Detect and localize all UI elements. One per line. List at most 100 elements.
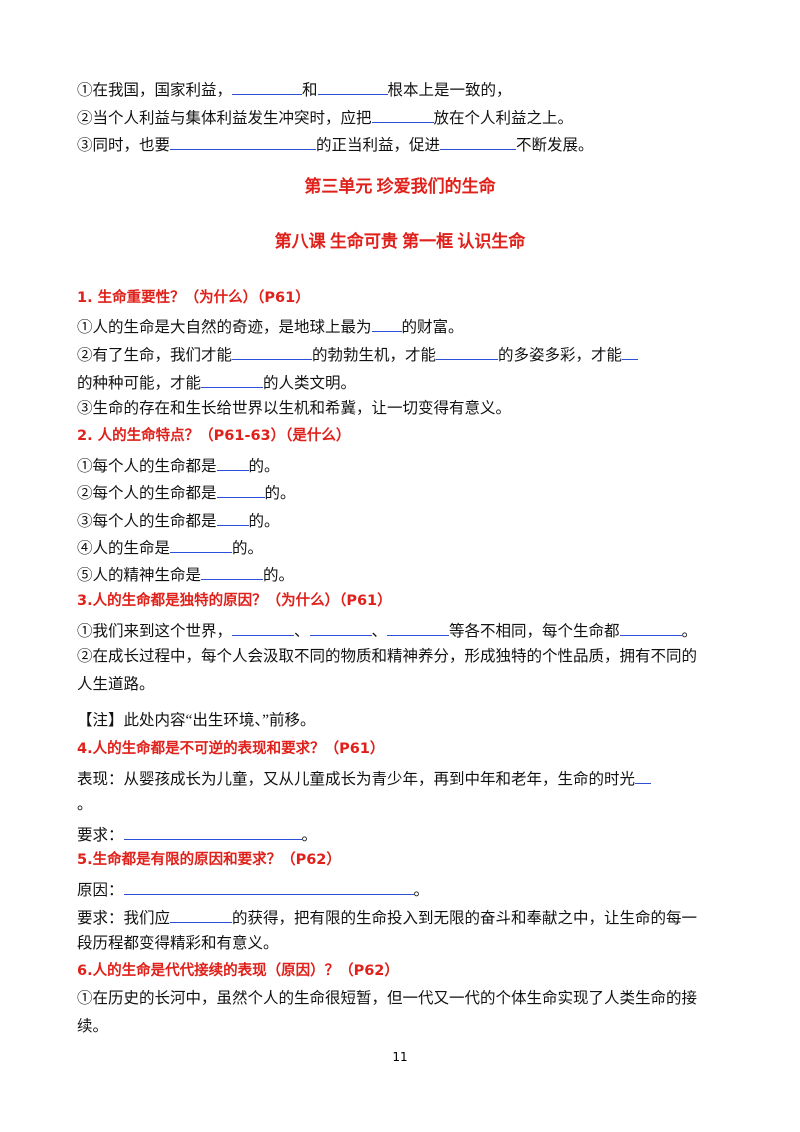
- text-segment: 要求：: [77, 827, 124, 844]
- text-segment: 【注】此处内容“出生环境、”前移。: [77, 712, 316, 729]
- text-segment: 、: [371, 623, 388, 640]
- text-segment: ②有了生命，我们才能: [77, 347, 233, 364]
- text-segment: 的。: [232, 540, 264, 557]
- text-segment: 不断发展。: [516, 137, 594, 154]
- text-segment: 2. 人的生命特点？（P61-63）（是什么）: [77, 428, 351, 444]
- text-segment: 根本上是一致的，: [387, 82, 512, 99]
- fill-blank: [232, 78, 303, 95]
- text-line: ①人的生命是大自然的奇迹，是地球上最为 的财富。: [77, 315, 464, 338]
- text-line: ③每个人的生命都是 的。: [77, 509, 280, 532]
- fill-blank: [216, 509, 249, 526]
- text-segment: 原因：: [77, 882, 124, 899]
- fill-blank: [635, 767, 652, 784]
- question-heading: 4.人的生命都是不可逆的表现和要求？（P61）: [77, 739, 384, 759]
- text-segment: ④人的生命是: [77, 540, 171, 557]
- text-line: 【注】此处内容“出生环境、”前移。: [77, 711, 316, 731]
- text-segment: 的种种可能，才能: [77, 375, 202, 392]
- text-line: 要求： 。: [77, 823, 317, 846]
- text-line: 的种种可能，才能 的人类文明。: [77, 371, 356, 394]
- text-segment: ①我们来到这个世界，: [77, 623, 233, 640]
- fill-blank: [170, 133, 317, 150]
- text-line: ②当个人利益与集体利益发生冲突时，应把 放在个人利益之上。: [77, 106, 573, 129]
- text-segment: 人生道路。: [77, 676, 155, 693]
- text-segment: 放在个人利益之上。: [433, 110, 574, 127]
- text-segment: ③生命的存在和生长给世界以生机和希冀，让一切变得有意义。: [77, 400, 512, 417]
- fill-blank: [216, 481, 265, 498]
- question-heading: 3.人的生命都是独特的原因？（为什么）（P61）: [77, 591, 392, 611]
- text-segment: ②当个人利益与集体利益发生冲突时，应把: [77, 110, 372, 127]
- text-segment: 的。: [263, 567, 295, 584]
- text-line: ①在我国，国家利益， 和 根本上是一致的，: [77, 78, 512, 101]
- fill-blank: [317, 78, 388, 95]
- text-segment: 第三单元 珍爱我们的生命: [304, 177, 496, 196]
- text-line: ②有了生命，我们才能 的勃勃生机，才能 的多姿多彩，才能: [77, 343, 639, 366]
- fill-blank: [232, 343, 313, 360]
- text-line: 原因： 。: [77, 878, 429, 901]
- page-number: 11: [392, 1050, 408, 1064]
- text-line: ④人的生命是 的。: [77, 536, 263, 559]
- text-segment: ②每个人的生命都是: [77, 485, 217, 502]
- fill-blank: [123, 823, 302, 840]
- text-segment: 。: [681, 623, 698, 640]
- question-heading: 5.生命都是有限的原因和要求？（P62）: [77, 850, 341, 870]
- fill-blank: [622, 343, 639, 360]
- text-segment: 4.人的生命都是不可逆的表现和要求？（P61）: [77, 741, 385, 757]
- text-line: ③生命的存在和生长给世界以生机和希冀，让一切变得有意义。: [77, 399, 511, 419]
- text-segment: 6.人的生命是代代接续的表现（原因）？（P62）: [77, 963, 399, 979]
- question-heading: 2. 人的生命特点？（P61-63）（是什么）: [77, 426, 350, 446]
- text-segment: 续。: [77, 1018, 109, 1035]
- text-segment: ②在成长过程中，每个人会汲取不同的物质和精神养分，形成独特的个性品质，拥有不同的: [77, 648, 698, 665]
- fill-blank: [436, 343, 499, 360]
- question-heading: 6.人的生命是代代接续的表现（原因）？（P62）: [77, 961, 399, 981]
- text-line: 续。: [77, 1017, 108, 1037]
- fill-blank: [309, 619, 372, 636]
- text-segment: ①在我国，国家利益，: [77, 82, 233, 99]
- text-line: ①每个人的生命都是 的。: [77, 454, 280, 477]
- text-line: ⑤人的精神生命是 的。: [77, 563, 294, 586]
- text-segment: ⑤人的精神生命是: [77, 567, 202, 584]
- text-line: 人生道路。: [77, 675, 155, 695]
- text-line: 。: [77, 795, 93, 815]
- text-line: 表现：从婴孩成长为儿童，又从儿童成长为青少年，再到中年和老年，生命的时光: [77, 767, 652, 790]
- text-segment: 表现：从婴孩成长为儿童，又从儿童成长为青少年，再到中年和老年，生命的时光: [77, 771, 636, 788]
- section-title: 第八课 生命可贵 第一框 认识生命: [0, 232, 800, 252]
- text-segment: 3.人的生命都是独特的原因？（为什么）（P61）: [77, 593, 392, 609]
- fill-blank: [232, 619, 295, 636]
- text-line: ②每个人的生命都是 的。: [77, 481, 296, 504]
- text-segment: 要求：我们应: [77, 910, 171, 927]
- text-segment: 。: [77, 796, 93, 813]
- text-segment: 的人类文明。: [263, 375, 357, 392]
- section-title: 第三单元 珍爱我们的生命: [0, 177, 800, 197]
- text-segment: ③同时，也要: [77, 137, 171, 154]
- fill-blank: [619, 619, 682, 636]
- text-segment: 的。: [248, 458, 280, 475]
- fill-blank: [440, 133, 517, 150]
- text-segment: 的获得，把有限的生命投入到无限的奋斗和奉献之中，让生命的每一: [232, 910, 698, 927]
- text-segment: 、: [294, 623, 310, 640]
- text-segment: ①每个人的生命都是: [77, 458, 217, 475]
- text-segment: 。: [413, 882, 430, 899]
- text-line: 段历程都变得精彩和有意义。: [77, 934, 279, 954]
- text-line: ①在历史的长河中，虽然个人的生命很短暂，但一代又一代的个体生命实现了人类生命的接: [77, 989, 697, 1009]
- text-line: ②在成长过程中，每个人会汲取不同的物质和精神养分，形成独特的个性品质，拥有不同的: [77, 647, 697, 667]
- fill-blank: [201, 371, 264, 388]
- text-segment: 5.生命都是有限的原因和要求？（P62）: [77, 852, 341, 868]
- fill-blank: [387, 619, 450, 636]
- fill-blank: [216, 454, 249, 471]
- text-segment: 。: [301, 827, 318, 844]
- fill-blank: [170, 906, 233, 923]
- text-line: 要求：我们应 的获得，把有限的生命投入到无限的奋斗和奉献之中，让生命的每一: [77, 906, 697, 929]
- text-segment: ①人的生命是大自然的奇迹，是地球上最为: [77, 319, 372, 336]
- text-segment: ③每个人的生命都是: [77, 513, 217, 530]
- text-line: ③同时，也要 的正当利益，促进 不断发展。: [77, 133, 594, 156]
- text-segment: 段历程都变得精彩和有意义。: [77, 935, 279, 952]
- question-heading: 1. 生命重要性？（为什么）（P61）: [77, 288, 310, 308]
- text-segment: 的正当利益，促进: [316, 137, 441, 154]
- text-segment: 的。: [264, 485, 296, 502]
- text-segment: 第八课 生命可贵 第一框 认识生命: [274, 232, 526, 251]
- text-segment: 的财富。: [401, 319, 464, 336]
- fill-blank: [201, 563, 264, 580]
- fill-blank: [371, 315, 402, 332]
- text-segment: 1. 生命重要性？（为什么）（P61）: [77, 290, 310, 306]
